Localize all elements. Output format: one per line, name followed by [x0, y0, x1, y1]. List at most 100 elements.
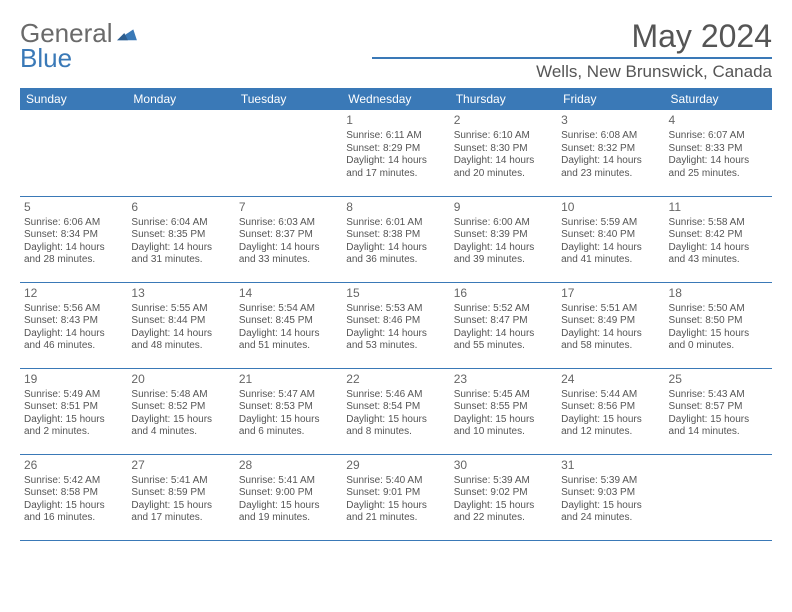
daylight-line-2: and 16 minutes. [24, 512, 123, 525]
sunrise-line: Sunrise: 5:49 AM [24, 389, 123, 402]
calendar-row: 12Sunrise: 5:56 AMSunset: 8:43 PMDayligh… [20, 282, 772, 368]
day-number: 9 [454, 200, 553, 215]
calendar-cell: 3 Sunrise: 6:08 AMSunset: 8:32 PMDaylight… [557, 110, 664, 196]
calendar-row: 5Sunrise: 6:06 AMSunset: 8:34 PMDaylight… [20, 196, 772, 282]
sunrise-line: Sunrise: 5:59 AM [561, 217, 660, 230]
calendar-row: 19Sunrise: 5:49 AMSunset: 8:51 PMDayligh… [20, 368, 772, 454]
daylight-line-2: and 46 minutes. [24, 340, 123, 353]
calendar-cell: 29Sunrise: 5:40 AMSunset: 9:01 PMDayligh… [342, 454, 449, 540]
sunrise-line: Sunrise: 5:55 AM [131, 303, 230, 316]
calendar-cell: 10Sunrise: 5:59 AMSunset: 8:40 PMDayligh… [557, 196, 664, 282]
daylight-line-1: Daylight: 14 hours [24, 328, 123, 341]
calendar-cell: 6Sunrise: 6:04 AMSunset: 8:35 PMDaylight… [127, 196, 234, 282]
day-number: 3 [561, 113, 660, 128]
sunrise-line: Sunrise: 5:48 AM [131, 389, 230, 402]
calendar-cell: 13Sunrise: 5:55 AMSunset: 8:44 PMDayligh… [127, 282, 234, 368]
sunset-line: Sunset: 8:53 PM [239, 401, 338, 414]
daylight-line-2: and 31 minutes. [131, 254, 230, 267]
day-header: Tuesday [235, 88, 342, 110]
daylight-line-1: Daylight: 14 hours [454, 328, 553, 341]
daylight-line-2: and 22 minutes. [454, 512, 553, 525]
calendar-head: SundayMondayTuesdayWednesdayThursdayFrid… [20, 88, 772, 110]
day-number: 31 [561, 458, 660, 473]
calendar-cell: 31Sunrise: 5:39 AMSunset: 9:03 PMDayligh… [557, 454, 664, 540]
calendar-cell: 9Sunrise: 6:00 AMSunset: 8:39 PMDaylight… [450, 196, 557, 282]
sunset-line: Sunset: 9:03 PM [561, 487, 660, 500]
daylight-line-2: and 19 minutes. [239, 512, 338, 525]
header: GeneralBlue May 2024 Wells, New Brunswic… [20, 18, 772, 82]
daylight-line-1: Daylight: 15 hours [561, 414, 660, 427]
day-header: Wednesday [342, 88, 449, 110]
daylight-line-2: and 28 minutes. [24, 254, 123, 267]
calendar-cell: 27Sunrise: 5:41 AMSunset: 8:59 PMDayligh… [127, 454, 234, 540]
day-number: 17 [561, 286, 660, 301]
day-header: Sunday [20, 88, 127, 110]
calendar-cell: 28Sunrise: 5:41 AMSunset: 9:00 PMDayligh… [235, 454, 342, 540]
sunset-line: Sunset: 8:38 PM [346, 229, 445, 242]
day-number: 15 [346, 286, 445, 301]
calendar-cell-empty [665, 454, 772, 540]
daylight-line-1: Daylight: 14 hours [346, 242, 445, 255]
calendar-cell: 14Sunrise: 5:54 AMSunset: 8:45 PMDayligh… [235, 282, 342, 368]
sunrise-line: Sunrise: 6:08 AM [561, 130, 660, 143]
day-number: 22 [346, 372, 445, 387]
sunrise-line: Sunrise: 5:39 AM [454, 475, 553, 488]
calendar-cell: 19Sunrise: 5:49 AMSunset: 8:51 PMDayligh… [20, 368, 127, 454]
sunrise-line: Sunrise: 6:01 AM [346, 217, 445, 230]
sunset-line: Sunset: 8:43 PM [24, 315, 123, 328]
daylight-line-1: Daylight: 14 hours [131, 242, 230, 255]
calendar-cell: 21Sunrise: 5:47 AMSunset: 8:53 PMDayligh… [235, 368, 342, 454]
day-number: 14 [239, 286, 338, 301]
daylight-line-1: Daylight: 14 hours [561, 155, 660, 168]
daylight-line-1: Daylight: 14 hours [561, 328, 660, 341]
day-number: 21 [239, 372, 338, 387]
daylight-line-1: Daylight: 14 hours [669, 155, 768, 168]
daylight-line-2: and 55 minutes. [454, 340, 553, 353]
daylight-line-2: and 17 minutes. [131, 512, 230, 525]
daylight-line-1: Daylight: 15 hours [239, 414, 338, 427]
calendar-cell: 22Sunrise: 5:46 AMSunset: 8:54 PMDayligh… [342, 368, 449, 454]
sunrise-line: Sunrise: 5:45 AM [454, 389, 553, 402]
sunrise-line: Sunrise: 5:58 AM [669, 217, 768, 230]
page-title: May 2024 [372, 18, 772, 55]
daylight-line-2: and 6 minutes. [239, 426, 338, 439]
day-number: 2 [454, 113, 553, 128]
daylight-line-1: Daylight: 14 hours [239, 328, 338, 341]
calendar-cell: 11Sunrise: 5:58 AMSunset: 8:42 PMDayligh… [665, 196, 772, 282]
day-header: Monday [127, 88, 234, 110]
sunrise-line: Sunrise: 5:41 AM [131, 475, 230, 488]
sunset-line: Sunset: 8:33 PM [669, 143, 768, 156]
daylight-line-2: and 36 minutes. [346, 254, 445, 267]
day-number: 20 [131, 372, 230, 387]
sunrise-line: Sunrise: 5:50 AM [669, 303, 768, 316]
sunset-line: Sunset: 8:56 PM [561, 401, 660, 414]
calendar-cell-empty [20, 110, 127, 196]
location: Wells, New Brunswick, Canada [372, 57, 772, 82]
calendar-cell: 2Sunrise: 6:10 AMSunset: 8:30 PMDaylight… [450, 110, 557, 196]
daylight-line-2: and 33 minutes. [239, 254, 338, 267]
logo-icon [115, 18, 139, 49]
sunrise-line: Sunrise: 5:56 AM [24, 303, 123, 316]
sunrise-line: Sunrise: 5:39 AM [561, 475, 660, 488]
calendar-table: SundayMondayTuesdayWednesdayThursdayFrid… [20, 88, 772, 541]
daylight-line-1: Daylight: 15 hours [669, 328, 768, 341]
sunset-line: Sunset: 8:37 PM [239, 229, 338, 242]
daylight-line-2: and 14 minutes. [669, 426, 768, 439]
day-number: 26 [24, 458, 123, 473]
day-number: 7 [239, 200, 338, 215]
calendar-cell: 4Sunrise: 6:07 AMSunset: 8:33 PMDaylight… [665, 110, 772, 196]
calendar-cell: 25Sunrise: 5:43 AMSunset: 8:57 PMDayligh… [665, 368, 772, 454]
calendar-cell: 30Sunrise: 5:39 AMSunset: 9:02 PMDayligh… [450, 454, 557, 540]
day-header: Thursday [450, 88, 557, 110]
daylight-line-1: Daylight: 15 hours [239, 500, 338, 513]
calendar-cell: 1Sunrise: 6:11 AMSunset: 8:29 PMDaylight… [342, 110, 449, 196]
sunrise-line: Sunrise: 6:04 AM [131, 217, 230, 230]
daylight-line-1: Daylight: 14 hours [454, 155, 553, 168]
day-number: 12 [24, 286, 123, 301]
daylight-line-2: and 8 minutes. [346, 426, 445, 439]
daylight-line-2: and 48 minutes. [131, 340, 230, 353]
daylight-line-1: Daylight: 14 hours [131, 328, 230, 341]
sunset-line: Sunset: 8:32 PM [561, 143, 660, 156]
day-number: 23 [454, 372, 553, 387]
calendar-cell: 18Sunrise: 5:50 AMSunset: 8:50 PMDayligh… [665, 282, 772, 368]
